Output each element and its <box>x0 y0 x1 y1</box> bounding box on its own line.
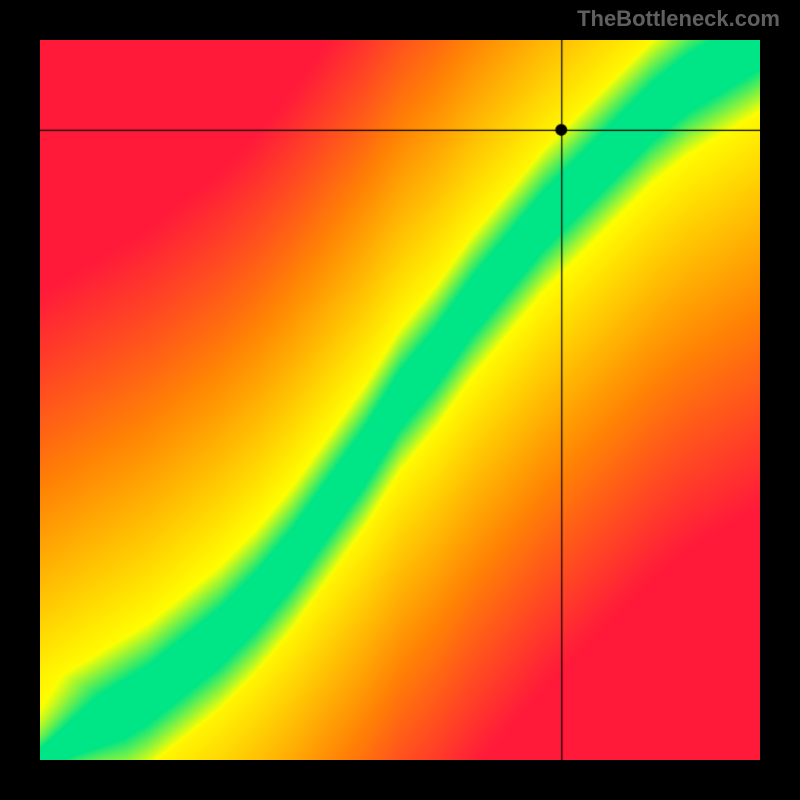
bottleneck-heatmap <box>40 40 760 760</box>
heatmap-canvas <box>40 40 760 760</box>
watermark-text: TheBottleneck.com <box>577 6 780 32</box>
